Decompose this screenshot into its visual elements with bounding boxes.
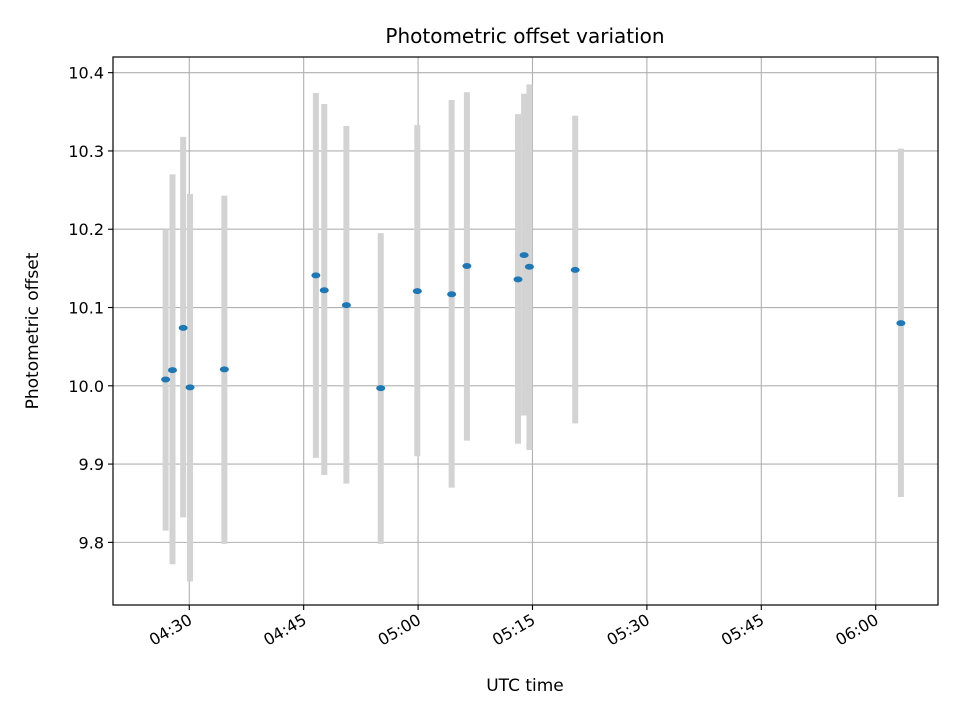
data-point — [570, 266, 580, 273]
x-tick-label: 05:15 — [489, 610, 538, 650]
y-tick-label: 9.8 — [79, 533, 104, 552]
y-tick-label: 10.1 — [68, 299, 104, 318]
x-axis-ticks: 04:30 04:45 05:00 05:15 05:30 05:45 06:00 — [146, 605, 882, 650]
data-point — [161, 376, 171, 383]
y-axis-ticks: 9.8 9.9 10.0 10.1 10.2 10.3 10.4 — [68, 64, 113, 552]
y-tick-label: 10.2 — [68, 220, 104, 239]
y-tick-label: 9.9 — [79, 455, 104, 474]
x-tick-label: 06:00 — [832, 610, 881, 650]
data-point — [319, 287, 329, 294]
data-point — [178, 324, 188, 331]
x-axis-label: UTC time — [486, 676, 564, 696]
x-tick-label: 05:00 — [375, 610, 424, 650]
chart-title: Photometric offset variation — [385, 24, 664, 48]
data-points — [161, 252, 906, 392]
y-tick-label: 10.0 — [68, 377, 104, 396]
x-tick-label: 05:30 — [603, 610, 652, 650]
data-point — [185, 384, 195, 391]
data-point — [513, 276, 523, 283]
data-point — [376, 385, 386, 392]
y-tick-label: 10.3 — [68, 142, 104, 161]
y-axis-label: Photometric offset — [23, 252, 43, 409]
data-point — [412, 288, 422, 295]
data-point — [519, 252, 529, 259]
data-point — [341, 302, 351, 309]
data-point — [311, 272, 321, 279]
data-point — [447, 291, 457, 298]
data-point — [524, 263, 534, 270]
x-tick-label: 05:45 — [718, 610, 767, 650]
data-point — [896, 320, 906, 327]
data-point — [219, 366, 229, 373]
x-tick-label: 04:45 — [260, 610, 309, 650]
data-point — [167, 367, 177, 374]
y-tick-label: 10.4 — [68, 64, 104, 83]
plot-frame — [112, 56, 939, 606]
error-bars — [162, 84, 904, 582]
data-point — [462, 263, 472, 270]
x-tick-label: 04:30 — [146, 610, 195, 650]
